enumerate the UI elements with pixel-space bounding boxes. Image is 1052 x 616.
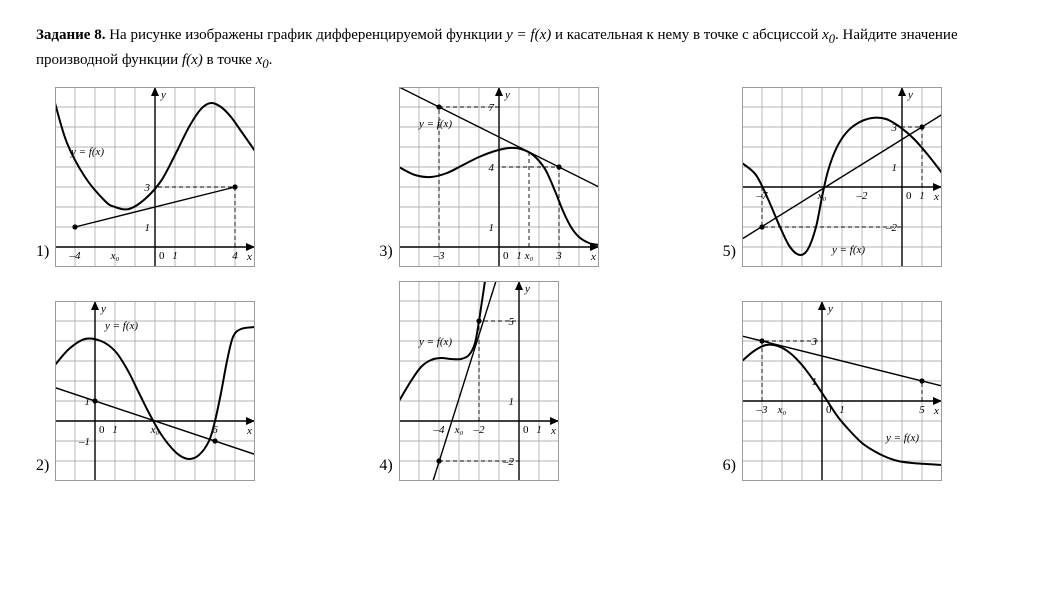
svg-text:x₀: x₀ [523, 250, 533, 262]
chart: –3 1 5 1 3 0 x₀ x y y = f(x) [742, 301, 942, 481]
svg-text:0: 0 [906, 190, 912, 202]
chart-number: 3) [379, 243, 392, 261]
svg-text:–7: –7 [755, 190, 768, 202]
svg-text:y = f(x): y = f(x) [104, 320, 138, 332]
svg-text:–4: –4 [69, 250, 82, 262]
svg-text:y = f(x): y = f(x) [70, 146, 104, 158]
problem-statement: Задание 8. На рисунке изображены график … [36, 24, 1016, 75]
svg-text:–2: –2 [472, 424, 485, 436]
chart-cell: 2) 1 6 1 –1 0 x₀ x y y = f(x) [36, 281, 329, 481]
svg-text:–2: –2 [885, 222, 898, 234]
chart-cell: 3)–3131470x₀xyy = f(x) [379, 87, 672, 267]
svg-text:–2: –2 [502, 456, 515, 468]
svg-text:7: 7 [488, 102, 494, 114]
svg-text:–2: –2 [855, 190, 868, 202]
svg-text:y = f(x): y = f(x) [831, 244, 865, 256]
svg-text:1: 1 [839, 404, 845, 416]
chart: –4 –2 1 1 5 –2 0 x₀ x y y = f(x) [399, 281, 559, 481]
svg-text:1: 1 [488, 222, 494, 234]
svg-text:4: 4 [233, 250, 239, 262]
chart: –7 –2 1 1 3 –2 0 x₀ x y y = f(x) [742, 87, 942, 267]
chart-number: 1) [36, 243, 49, 261]
svg-text:1: 1 [536, 424, 542, 436]
svg-text:5: 5 [919, 404, 925, 416]
svg-text:1: 1 [811, 376, 817, 388]
svg-text:x: x [590, 251, 596, 263]
svg-text:1: 1 [508, 396, 514, 408]
svg-text:1: 1 [891, 162, 897, 174]
chart-cell: 6) –3 1 5 1 3 0 x₀ x y y = f(x) [723, 281, 1016, 481]
chart: 1 6 1 –1 0 x₀ x y y = f(x) [55, 301, 255, 481]
svg-text:y: y [827, 303, 833, 315]
svg-text:0: 0 [503, 250, 509, 262]
svg-text:4: 4 [488, 162, 494, 174]
svg-text:1: 1 [145, 222, 151, 234]
svg-text:3: 3 [144, 182, 151, 194]
svg-text:x: x [246, 425, 252, 437]
svg-text:1: 1 [516, 250, 522, 262]
svg-text:x: x [933, 191, 939, 203]
svg-text:x: x [933, 405, 939, 417]
chart: –4 1 4 1 3 0 x₀ x y y = f(x) [55, 87, 255, 267]
svg-text:y: y [160, 89, 166, 101]
chart-number: 5) [723, 243, 736, 261]
svg-text:3: 3 [890, 122, 897, 134]
svg-text:0: 0 [159, 250, 165, 262]
svg-text:1: 1 [85, 396, 91, 408]
svg-text:6: 6 [213, 424, 219, 436]
svg-text:x₀: x₀ [777, 404, 787, 416]
svg-text:–1: –1 [78, 436, 90, 448]
svg-text:y = f(x): y = f(x) [418, 118, 452, 130]
svg-text:–4: –4 [432, 424, 445, 436]
svg-text:y = f(x): y = f(x) [418, 336, 452, 348]
svg-text:0: 0 [523, 424, 529, 436]
svg-text:3: 3 [555, 250, 562, 262]
chart-number: 4) [379, 457, 392, 475]
svg-text:x₀: x₀ [150, 424, 160, 436]
svg-text:x₀: x₀ [110, 250, 120, 262]
svg-text:1: 1 [919, 190, 925, 202]
svg-text:1: 1 [173, 250, 179, 262]
svg-text:1: 1 [113, 424, 119, 436]
chart-number: 2) [36, 457, 49, 475]
chart-number: 6) [723, 457, 736, 475]
svg-text:0: 0 [99, 424, 105, 436]
svg-text:x₀: x₀ [817, 190, 827, 202]
chart: –3131470x₀xyy = f(x) [399, 87, 599, 267]
svg-text:y = f(x): y = f(x) [885, 432, 919, 444]
chart-cell: 4) –4 –2 1 1 5 –2 0 x₀ x y y = f(x) [379, 281, 672, 481]
svg-text:x: x [246, 251, 252, 263]
task-label: Задание 8. [36, 27, 105, 43]
chart-cell: 5) –7 –2 1 1 3 –2 0 x₀ x y y = f(x) [723, 87, 1016, 267]
svg-text:–3: –3 [432, 250, 445, 262]
svg-text:y: y [504, 89, 510, 101]
svg-text:y: y [100, 303, 106, 315]
svg-text:3: 3 [810, 336, 817, 348]
svg-text:x₀: x₀ [453, 424, 463, 436]
charts-grid: 1)–414130x₀xyy = f(x)3)–3131470x₀xyy = f… [36, 87, 1016, 481]
svg-text:5: 5 [508, 316, 514, 328]
svg-text:y: y [524, 283, 530, 295]
svg-text:y: y [907, 89, 913, 101]
svg-text:–3: –3 [755, 404, 768, 416]
svg-text:0: 0 [826, 404, 832, 416]
chart-cell: 1) –4 1 4 1 3 0 x₀ x y y = f(x) [36, 87, 329, 267]
svg-text:x: x [550, 425, 556, 437]
